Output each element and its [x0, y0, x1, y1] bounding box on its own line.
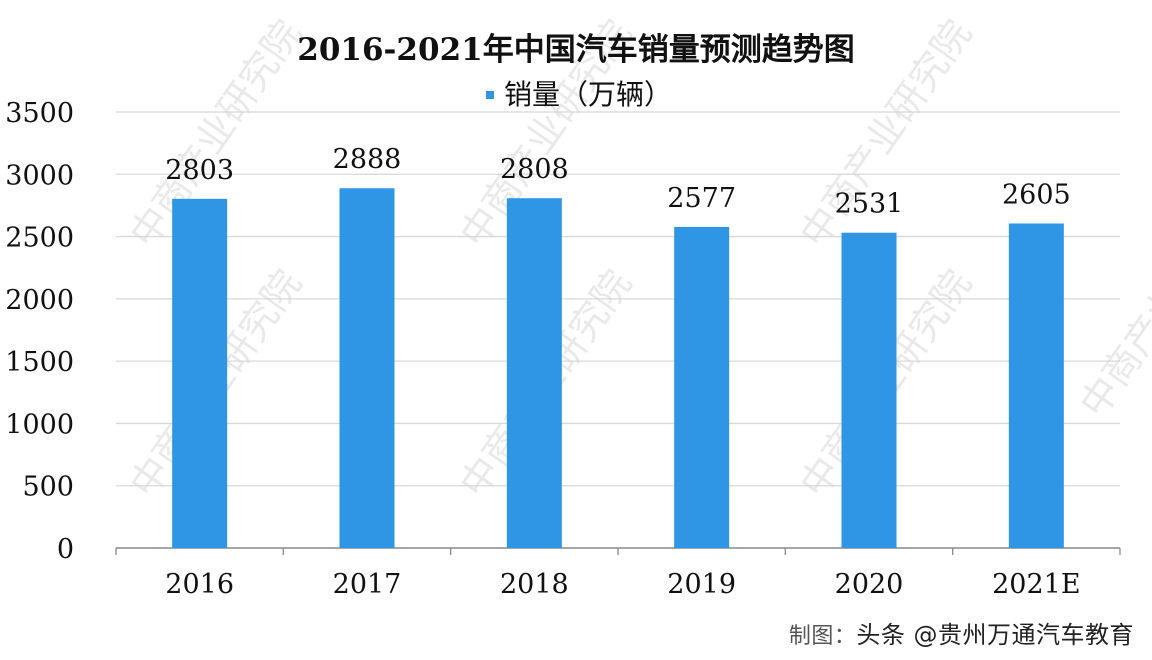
bar-2020 [841, 232, 897, 548]
footer-credit: 制图：头条 @贵州万通汽车教育 [789, 615, 1134, 650]
legend-swatch [486, 91, 494, 99]
watermark-text: 中商产业研究院 [1071, 182, 1152, 425]
credit-prefix: 制图： [788, 624, 857, 649]
data-label: 2888 [333, 144, 402, 175]
data-label: 2808 [500, 154, 569, 185]
bar-2018 [506, 198, 562, 548]
y-tick-label: 1500 [5, 347, 74, 378]
y-tick-label: 500 [22, 472, 74, 503]
y-tick-label: 1000 [5, 409, 74, 440]
y-axis: 0 500 1000 1500 2000 2500 3000 3500 [5, 98, 74, 565]
bar-2021E [1008, 223, 1064, 548]
y-tick-label: 0 [57, 534, 74, 565]
data-label: 2605 [1002, 179, 1071, 210]
legend: 销量（万辆） [486, 78, 672, 111]
bar-2016 [172, 198, 228, 548]
data-label: 2577 [667, 183, 736, 214]
bar-2019 [674, 226, 730, 548]
x-tick-label: 2019 [667, 569, 736, 600]
x-tick-label: 2018 [500, 569, 569, 600]
legend-label: 销量（万辆） [504, 78, 672, 111]
data-label: 2531 [835, 189, 904, 220]
x-axis: 2016 2017 2018 2019 2020 2021E [115, 548, 1121, 600]
bar-2017 [339, 188, 395, 548]
bars [172, 188, 1064, 548]
x-tick-label: 2016 [165, 569, 234, 600]
x-tick-label: 2021E [992, 569, 1080, 600]
y-tick-label: 3000 [5, 160, 74, 191]
y-tick-label: 2500 [5, 223, 74, 254]
y-tick-label: 3500 [5, 98, 74, 129]
credit-text: 头条 @贵州万通汽车教育 [856, 621, 1134, 649]
value-labels: 2803 2888 2808 2577 2531 2605 [165, 144, 1070, 219]
chart-title: 2016-2021年中国汽车销量预测趋势图 [297, 32, 854, 68]
data-label: 2803 [165, 155, 234, 186]
x-tick-label: 2017 [333, 569, 402, 600]
y-tick-label: 2000 [5, 285, 74, 316]
x-tick-label: 2020 [835, 569, 904, 600]
